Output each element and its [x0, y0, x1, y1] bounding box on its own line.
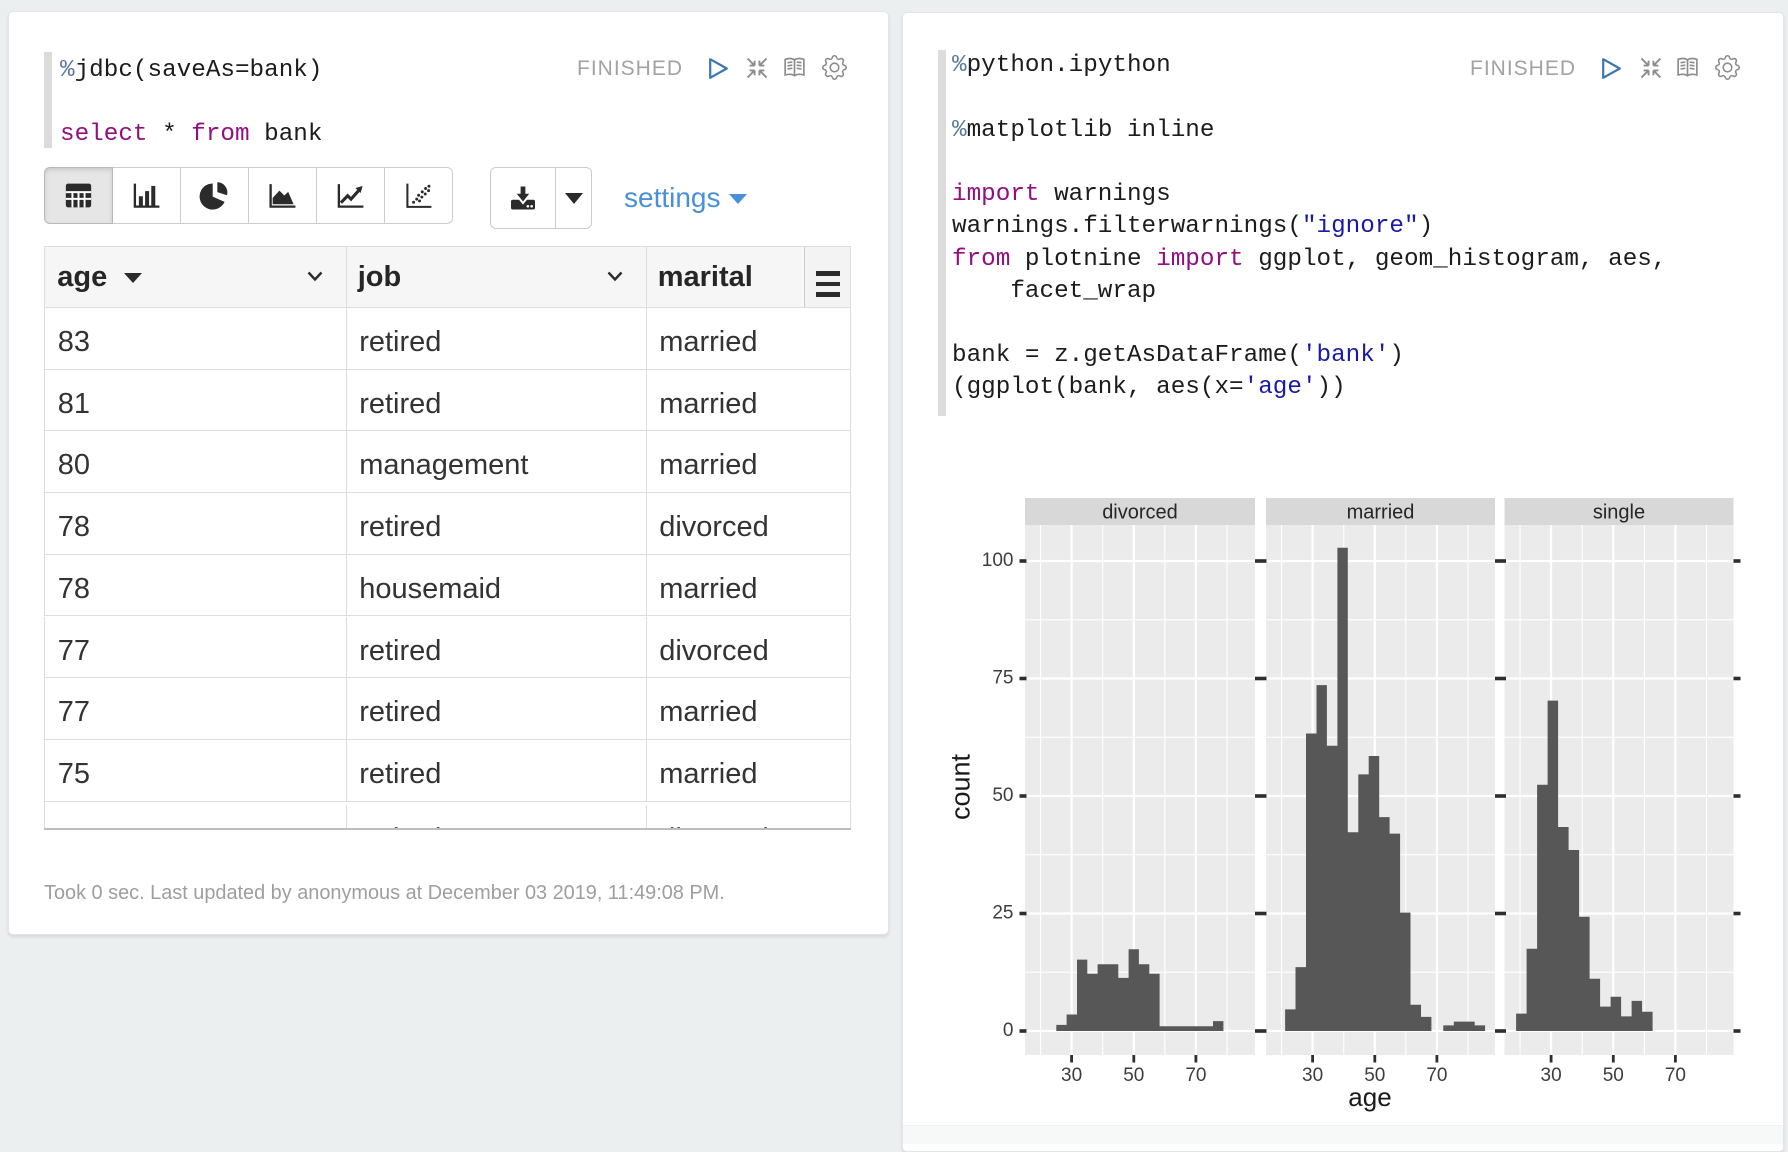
svg-text:50: 50 — [1123, 1065, 1144, 1086]
svg-text:30: 30 — [1061, 1065, 1082, 1086]
svg-text:25: 25 — [992, 903, 1013, 924]
svg-text:0: 0 — [1003, 1020, 1014, 1041]
svg-text:50: 50 — [1364, 1065, 1385, 1086]
svg-text:age: age — [1348, 1082, 1391, 1112]
svg-text:75: 75 — [992, 668, 1013, 689]
svg-text:70: 70 — [1665, 1065, 1686, 1086]
svg-text:70: 70 — [1185, 1065, 1206, 1086]
svg-text:50: 50 — [992, 785, 1013, 806]
svg-text:100: 100 — [982, 550, 1014, 571]
svg-text:50: 50 — [1603, 1065, 1624, 1086]
svg-text:30: 30 — [1541, 1065, 1562, 1086]
svg-text:married: married — [1347, 502, 1415, 524]
svg-text:30: 30 — [1302, 1065, 1323, 1086]
svg-text:count: count — [946, 753, 976, 820]
svg-text:70: 70 — [1426, 1065, 1447, 1086]
svg-text:single: single — [1593, 502, 1645, 524]
svg-text:divorced: divorced — [1102, 502, 1178, 524]
